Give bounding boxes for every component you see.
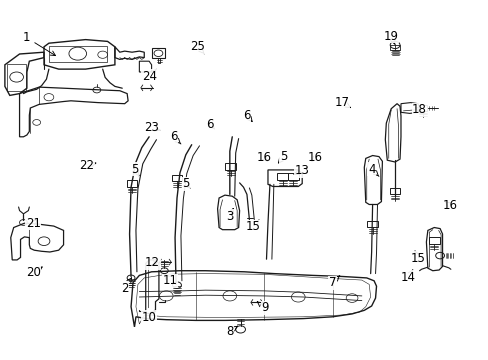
Text: 17: 17 <box>334 96 350 109</box>
Text: 14: 14 <box>400 270 415 284</box>
Text: 19: 19 <box>383 30 398 44</box>
Text: 24: 24 <box>142 69 156 83</box>
Text: 6: 6 <box>206 118 214 131</box>
Text: 10: 10 <box>142 310 156 324</box>
Text: 7: 7 <box>328 275 339 289</box>
Bar <box>389 45 399 50</box>
Text: 22: 22 <box>80 159 96 172</box>
Text: 3: 3 <box>225 208 233 222</box>
Bar <box>418 105 427 111</box>
Text: 16: 16 <box>256 151 271 164</box>
Bar <box>7 64 26 91</box>
Bar <box>366 221 377 227</box>
Text: 15: 15 <box>410 251 425 265</box>
Text: 20: 20 <box>26 266 42 279</box>
Text: 4: 4 <box>367 163 378 176</box>
Bar <box>151 48 165 58</box>
Text: 15: 15 <box>245 220 260 233</box>
Text: 11: 11 <box>163 274 177 287</box>
Bar <box>126 180 137 187</box>
Text: 13: 13 <box>293 165 309 177</box>
Text: 6: 6 <box>169 130 181 144</box>
Bar <box>225 163 236 170</box>
Text: 1: 1 <box>23 31 55 55</box>
Bar <box>171 175 182 181</box>
Text: 5: 5 <box>278 150 287 163</box>
Text: 16: 16 <box>442 199 456 212</box>
Bar <box>287 173 298 180</box>
Text: 21: 21 <box>26 217 41 230</box>
Text: 5: 5 <box>182 177 190 190</box>
Text: 18: 18 <box>411 103 426 116</box>
Bar <box>277 173 287 180</box>
Bar <box>49 46 106 62</box>
Text: 16: 16 <box>307 151 322 164</box>
Text: 5: 5 <box>130 163 139 176</box>
Text: 25: 25 <box>190 40 205 54</box>
Text: 23: 23 <box>144 121 160 134</box>
Text: 6: 6 <box>243 109 252 122</box>
Text: 2: 2 <box>121 278 131 294</box>
Text: 8: 8 <box>225 325 237 338</box>
Bar <box>428 237 439 244</box>
Bar <box>389 188 400 194</box>
Text: 12: 12 <box>145 256 160 269</box>
Text: 9: 9 <box>257 301 268 314</box>
